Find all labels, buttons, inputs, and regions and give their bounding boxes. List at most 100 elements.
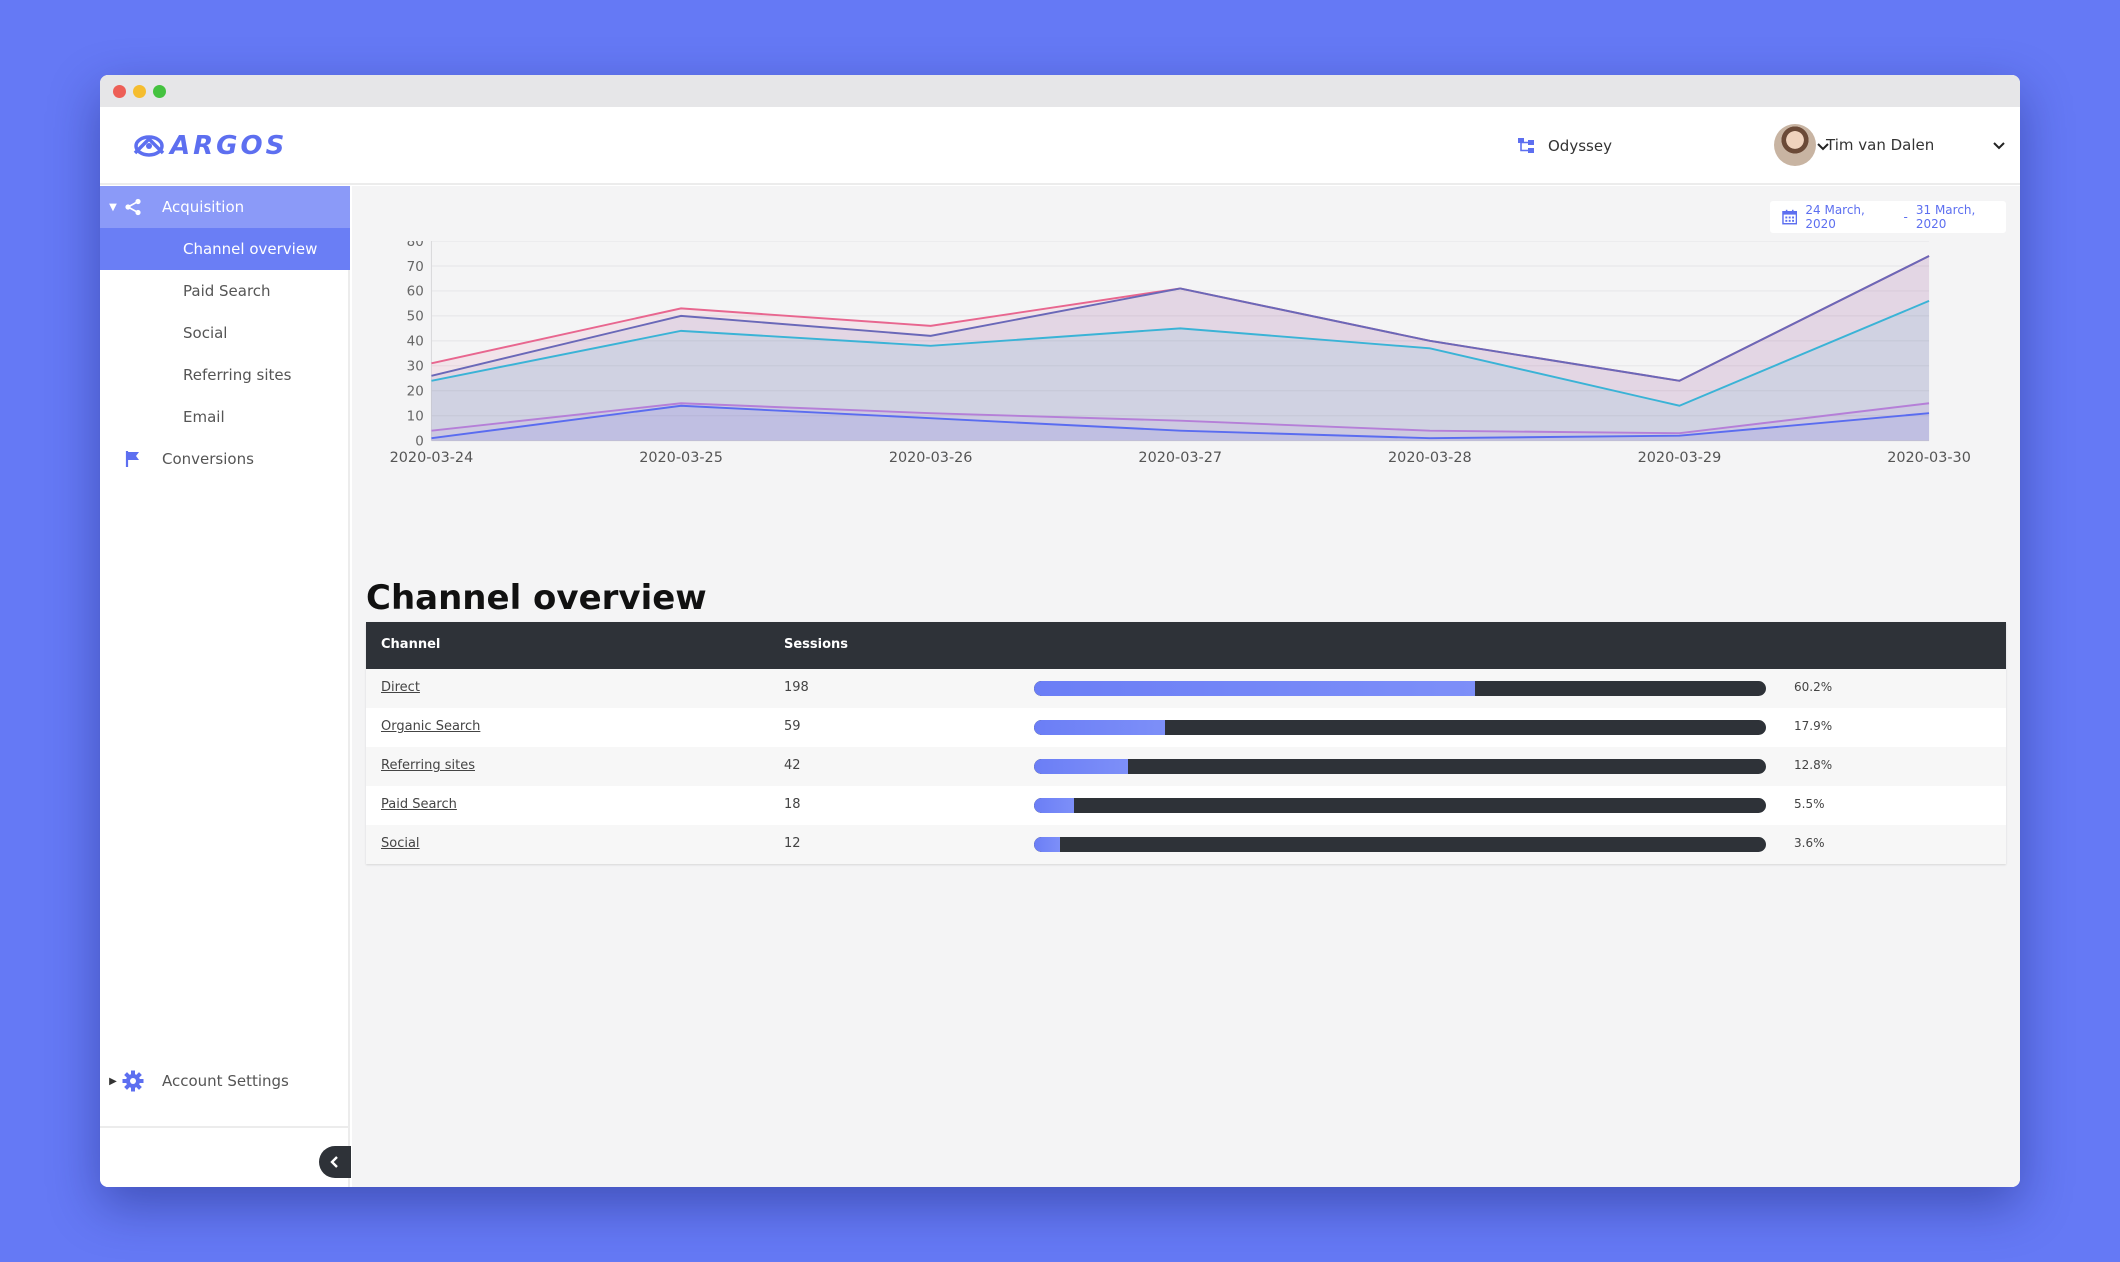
chart-x-tick-label: 2020-03-27 xyxy=(1138,450,1222,466)
share-progress-fill xyxy=(1034,720,1166,735)
sidebar-item-label: Conversions xyxy=(162,450,254,468)
sessions-value: 12 xyxy=(784,836,801,851)
sidebar-item-label: Social xyxy=(183,324,228,342)
chart-series-area-3 xyxy=(431,300,1930,441)
sessions-value: 59 xyxy=(784,719,801,734)
channel-link[interactable]: Organic Search xyxy=(381,719,481,734)
chart-y-tick-label: 50 xyxy=(407,310,424,325)
sidebar: ▼ Acquisition Channel overview Paid Sear… xyxy=(100,186,351,1187)
chevron-down-icon xyxy=(1993,142,2005,150)
sidebar-item-referring-sites[interactable]: Referring sites xyxy=(100,354,350,396)
share-percent: 3.6% xyxy=(1794,836,1825,850)
chart-y-tick-label: 70 xyxy=(407,260,424,275)
share-progress-fill xyxy=(1034,798,1075,813)
chevron-down-icon xyxy=(1817,143,1829,151)
chart-series-line-4 xyxy=(431,402,1930,435)
channel-table: Channel Sessions Direct 198 60.2% Organic S… xyxy=(366,622,2006,864)
chart-series-line-3 xyxy=(431,300,1930,407)
share-progress-fill xyxy=(1034,681,1475,696)
channel-link[interactable]: Direct xyxy=(381,680,420,695)
table-row: Referring sites 42 12.8% xyxy=(366,747,2006,786)
main-content: 24 March, 2020 - 31 March, 2020 0 10 20 30 4… xyxy=(352,186,2020,1187)
chart-y-tick-label: 80 xyxy=(407,241,424,250)
chart-y-tick-label: 0 xyxy=(415,434,424,449)
sidebar-item-social[interactable]: Social xyxy=(100,312,350,354)
argos-logo[interactable]: ARGOS xyxy=(132,127,287,165)
share-progress-fill xyxy=(1034,759,1128,774)
minimize-window-button[interactable] xyxy=(133,85,146,98)
flag-icon xyxy=(122,448,144,470)
browser-window: ARGOS Odyssey Tim van Dalen ▼ xyxy=(100,75,2020,1187)
app-header: ARGOS Odyssey Tim van Dalen xyxy=(100,107,2020,185)
table-row: Organic Search 59 17.9% xyxy=(366,708,2006,747)
date-range-start: 24 March, 2020 xyxy=(1805,203,1865,231)
sidebar-item-account-settings[interactable]: ▶ Account Se xyxy=(100,1060,350,1102)
avatar xyxy=(1774,124,1816,166)
column-header-sessions: Sessions xyxy=(784,637,849,652)
chart-x-tick-label: 2020-03-25 xyxy=(639,450,723,466)
sidebar-item-label: Referring sites xyxy=(183,366,292,384)
window-titlebar xyxy=(100,75,2020,107)
logo-text: ARGOS xyxy=(170,131,288,161)
sessions-value: 18 xyxy=(784,797,801,812)
project-name: Odyssey xyxy=(1548,137,1612,155)
date-range-end: 31 March, 2020 xyxy=(1915,203,1976,231)
share-percent: 17.9% xyxy=(1794,719,1833,733)
project-tree-icon xyxy=(1518,138,1534,153)
table-row: Social 12 3.6% xyxy=(366,825,2006,864)
channel-link[interactable]: Paid Search xyxy=(381,797,457,812)
sidebar-item-email[interactable]: Email xyxy=(100,396,350,438)
date-range-separator: - xyxy=(1903,210,1908,224)
chart-series-line-2 xyxy=(431,255,1930,382)
sidebar-item-label: Email xyxy=(183,408,225,426)
page-title: Channel overview xyxy=(366,578,707,618)
sidebar-item-conversions[interactable]: Conversions xyxy=(100,438,350,480)
chart-y-tick-label: 10 xyxy=(407,410,424,425)
date-range-picker[interactable]: 24 March, 2020 - 31 March, 2020 xyxy=(1770,201,2006,233)
user-name: Tim van Dalen xyxy=(1826,136,1935,154)
share-percent: 5.5% xyxy=(1794,797,1825,811)
column-header-channel: Channel xyxy=(381,637,441,652)
channel-link[interactable]: Social xyxy=(381,836,420,851)
chart-x-tick-label: 2020-03-28 xyxy=(1388,450,1472,466)
sidebar-divider xyxy=(100,1126,350,1128)
caret-down-icon: ▼ xyxy=(109,201,117,213)
chart-x-tick-label: 2020-03-26 xyxy=(889,450,973,466)
chart-y-tick-label: 20 xyxy=(407,385,424,400)
project-selector[interactable]: Odyssey xyxy=(1518,125,1838,167)
sidebar-item-label: Account Settings xyxy=(162,1072,289,1090)
collapse-sidebar-button[interactable] xyxy=(319,1146,351,1178)
caret-right-icon: ▶ xyxy=(109,1075,117,1087)
sessions-value: 198 xyxy=(784,680,809,695)
calendar-icon xyxy=(1782,209,1798,225)
chart-y-tick-label: 60 xyxy=(407,285,424,300)
gear-icon xyxy=(122,1070,144,1092)
channel-link[interactable]: Referring sites xyxy=(381,758,475,773)
sidebar-item-paid-search[interactable]: Paid Search xyxy=(100,270,350,312)
share-progress-bar xyxy=(1034,837,1766,852)
sidebar-item-acquisition[interactable]: ▼ Acquisition xyxy=(100,186,350,228)
table-row: Direct 198 60.2% xyxy=(366,669,2006,708)
chart-series-area-2 xyxy=(431,255,1930,441)
maximize-window-button[interactable] xyxy=(153,85,166,98)
chart-x-tick-label: 2020-03-30 xyxy=(1887,450,1971,466)
share-percent: 12.8% xyxy=(1794,758,1833,772)
sessions-value: 42 xyxy=(784,758,801,773)
chart-series-area-5 xyxy=(431,405,1930,441)
chart-x-tick-label: 2020-03-29 xyxy=(1638,450,1722,466)
table-row: Paid Search 18 5.5% xyxy=(366,786,2006,825)
share-progress-bar xyxy=(1034,681,1766,696)
share-progress-bar xyxy=(1034,720,1766,735)
sidebar-item-label: Channel overview xyxy=(183,240,318,258)
argos-logo-icon xyxy=(133,135,165,157)
share-progress-bar xyxy=(1034,759,1766,774)
chevron-left-icon xyxy=(330,1156,338,1168)
close-window-button[interactable] xyxy=(113,85,126,98)
user-menu[interactable]: Tim van Dalen xyxy=(1774,119,2014,171)
sidebar-item-label: Acquisition xyxy=(162,198,245,216)
sidebar-item-channel-overview[interactable]: Channel overview xyxy=(100,228,350,270)
chart-x-tick-label: 2020-03-24 xyxy=(390,450,474,466)
chart-y-tick-label: 40 xyxy=(407,335,424,350)
chart-series-area-1 xyxy=(431,255,1930,441)
share-percent: 60.2% xyxy=(1794,680,1833,694)
